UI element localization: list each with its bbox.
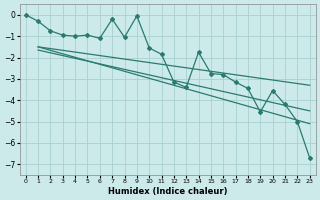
X-axis label: Humidex (Indice chaleur): Humidex (Indice chaleur) xyxy=(108,187,228,196)
